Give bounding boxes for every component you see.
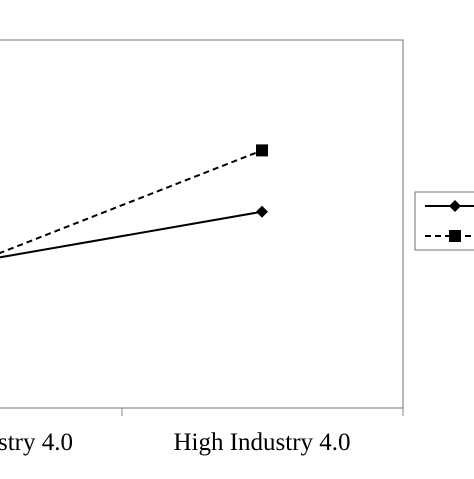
legend-marker-1	[449, 200, 461, 212]
series-layer	[0, 144, 268, 259]
series-line-2	[0, 149, 263, 255]
x-tick-label-low: stry 4.0	[0, 429, 73, 456]
x-tick-label-high: High Industry 4.0	[173, 429, 350, 456]
legend-marker-2	[449, 230, 461, 242]
plot-frame	[0, 39, 404, 409]
series-1-marker-2	[256, 205, 268, 218]
series-2-marker-2	[256, 144, 268, 157]
legend-box	[414, 191, 474, 251]
series-line-1	[0, 210, 263, 259]
legend-layer	[425, 200, 474, 242]
